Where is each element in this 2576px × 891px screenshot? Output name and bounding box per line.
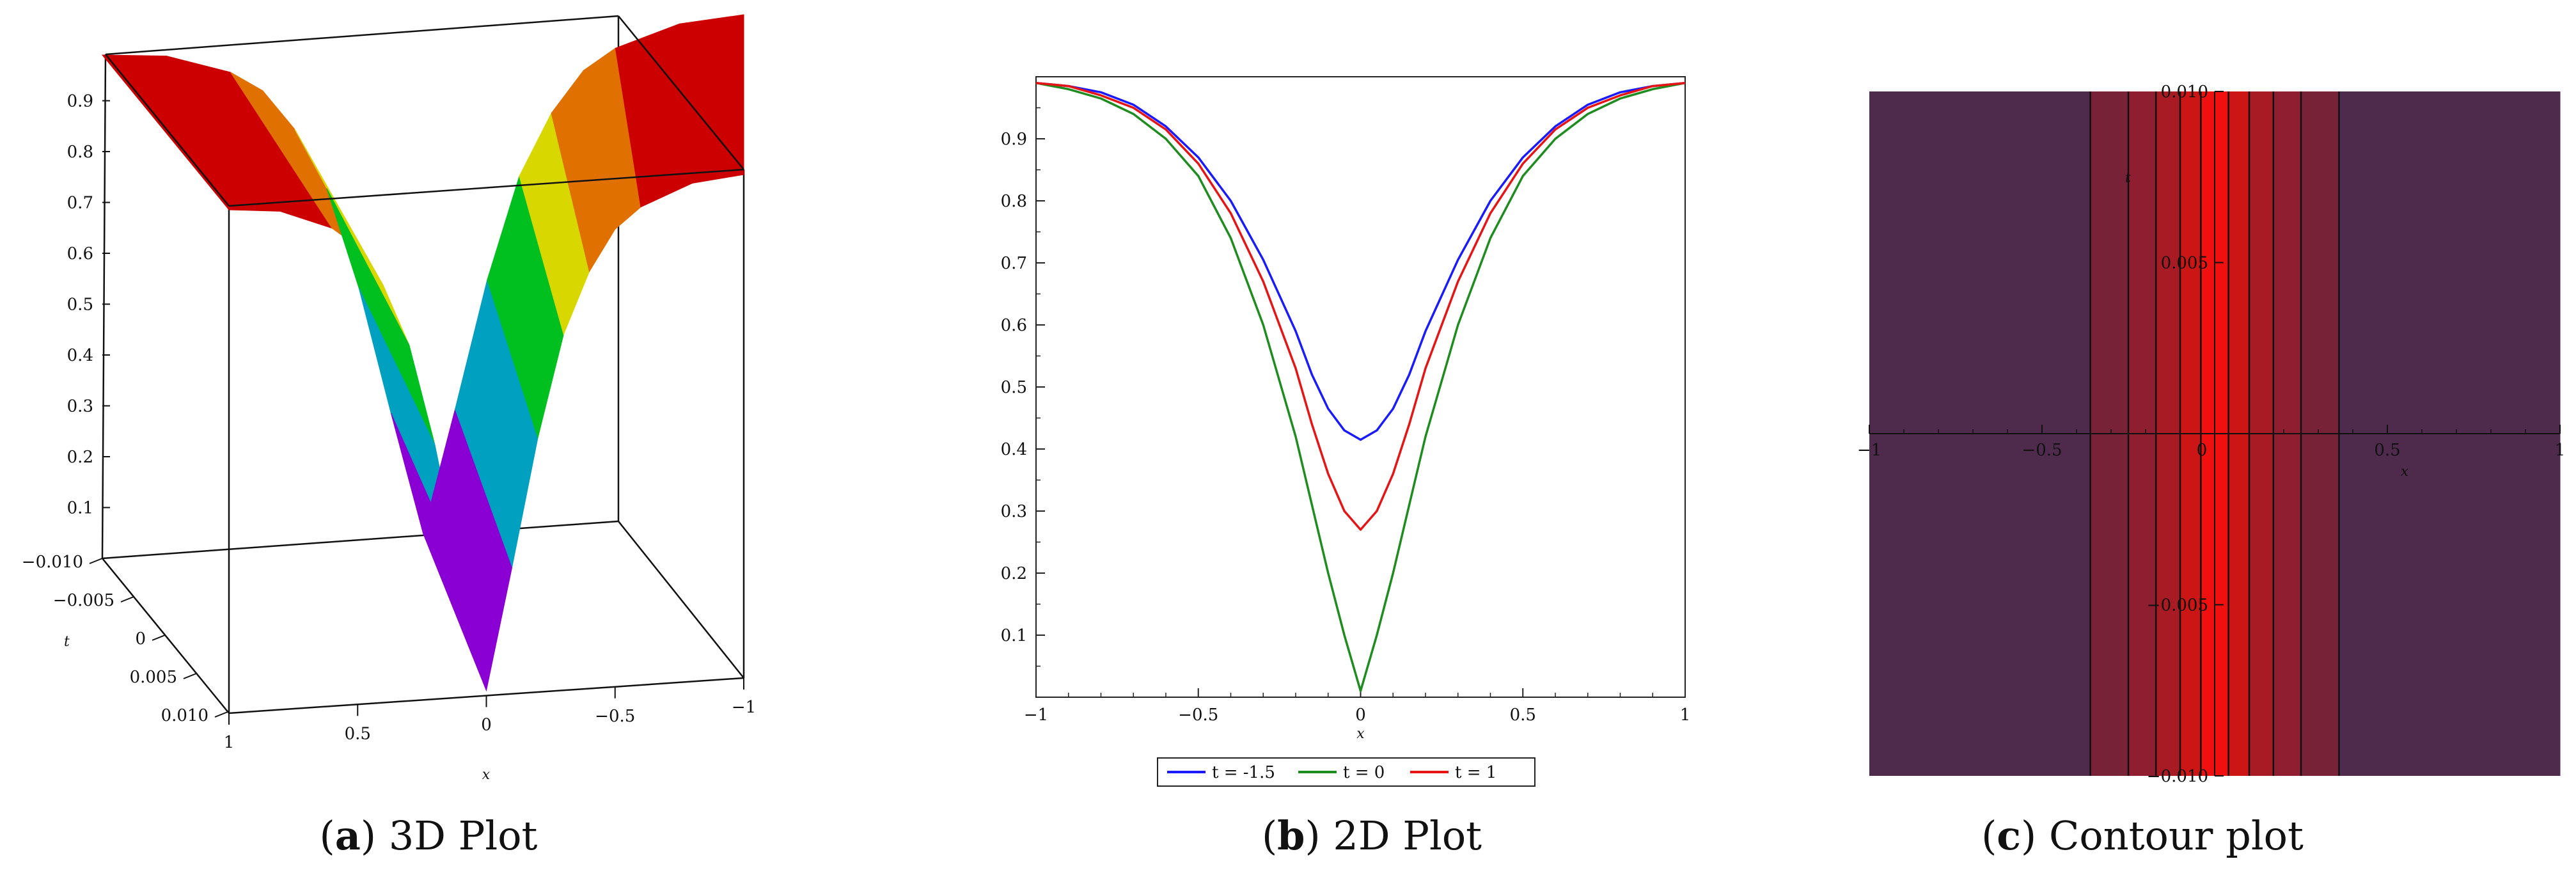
x-tick-label: −1 <box>1857 441 1881 460</box>
z-tick-label: 0.4 <box>67 346 93 365</box>
t-axis-label: t <box>64 634 70 650</box>
caption-text: 2D Plot <box>1333 812 1482 859</box>
z-tick-label: 0.6 <box>67 244 93 264</box>
legend-box <box>1157 757 1535 787</box>
box-edge <box>618 15 744 170</box>
surface-3d-chart: 0.1 0.2 0.3 0.4 0.5 0.6 0.7 0.8 0.9 −0.010 −0.005 0… <box>22 14 756 783</box>
x-tick-label: 0 <box>2197 441 2208 460</box>
y-tick-label: 0.6 <box>1001 316 1027 335</box>
legend-label: t = 0 <box>1343 763 1385 782</box>
x-axis-label: x <box>1356 726 1365 742</box>
x-tick-label: 0.5 <box>2374 441 2400 460</box>
surface-strip-11 <box>326 188 436 445</box>
x-tick-label: 1 <box>224 733 235 752</box>
series-line-1 <box>1035 81 1686 693</box>
caption-letter: a <box>334 812 361 859</box>
t-tick-mark <box>89 558 103 564</box>
series-line-0 <box>1035 81 1686 441</box>
t-tick-label: 0.005 <box>130 668 177 687</box>
box-edge <box>102 558 230 714</box>
t-tick-label: 0 <box>135 629 146 649</box>
y-tick-label: −0.010 <box>2147 767 2208 786</box>
x-axis-label: x <box>482 767 491 783</box>
y-tick-label: 0.8 <box>1001 192 1027 211</box>
x-tick-label: 0 <box>481 716 492 735</box>
t-tick-mark <box>183 673 197 679</box>
t-tick-mark <box>152 635 166 641</box>
y-tick-label: 0.7 <box>1001 254 1027 273</box>
t-tick-label: −0.005 <box>53 591 114 610</box>
series-line-2 <box>1035 81 1686 531</box>
x-tick-label: −0.5 <box>1178 706 1218 725</box>
box-edge <box>105 15 619 56</box>
t-tick-label: −0.010 <box>22 553 83 572</box>
y-tick-label: 0.1 <box>1001 626 1027 645</box>
x-tick-label: −1 <box>1024 706 1048 725</box>
x-tick-label: −1 <box>732 698 756 717</box>
y-tick-label: 0.2 <box>1001 564 1027 583</box>
z-tick-label: 0.2 <box>67 448 93 467</box>
y-tick-label: 0.010 <box>2161 83 2208 102</box>
panel-3d-plot: 0.1 0.2 0.3 0.4 0.5 0.6 0.7 0.8 0.9 −0.010 −0.005 0… <box>0 0 857 891</box>
legend-label: t = 1 <box>1455 763 1496 782</box>
z-tick-label: 0.8 <box>67 143 93 162</box>
t-tick-mark <box>214 711 228 718</box>
box-edge <box>102 520 619 560</box>
x-tick-label: −0.5 <box>2022 441 2062 460</box>
y-tick-label: 0.5 <box>1001 378 1027 397</box>
z-tick-label: 0.1 <box>67 499 93 518</box>
contour-chart: −1 −0.5 0 0.5 1 x 0.010 0.005 −0.005 −0.010 t <box>1857 83 2566 786</box>
x-tick-label: 0.5 <box>345 724 371 743</box>
caption-letter: b <box>1277 812 1305 859</box>
box-edge <box>105 54 230 207</box>
box-edge <box>618 521 744 679</box>
y-tick-label: 0.3 <box>1001 502 1027 521</box>
y-tick-label: 0.4 <box>1001 440 1027 459</box>
t-tick-mark <box>120 596 134 603</box>
x-tick-label: −0.5 <box>595 707 635 726</box>
box-edge <box>228 168 744 207</box>
z-tick-label: 0.9 <box>67 92 93 111</box>
x-tick-label: 0 <box>1355 706 1366 725</box>
caption-text: Contour plot <box>2048 812 2304 859</box>
z-tick-label: 0.3 <box>67 397 93 416</box>
line-2d-chart: 0.1 0.2 0.3 0.4 0.5 0.6 0.7 0.8 0.9 −1 −0.5 0 0.5 1 x t… <box>1001 76 1691 787</box>
panel-2d-plot: 0.1 0.2 0.3 0.4 0.5 0.6 0.7 0.8 0.9 −1 −0.5 0 0.5 1 x t… <box>943 0 1800 891</box>
y-tick-label: 0.9 <box>1001 130 1027 149</box>
x-tick-label: 1 <box>2555 441 2566 460</box>
y-tick-label: 0.005 <box>2161 254 2208 273</box>
x-tick-label: 0.5 <box>1510 706 1536 725</box>
legend-label: t = -1.5 <box>1212 763 1275 782</box>
z-tick-label: 0.5 <box>67 296 93 315</box>
box-edge <box>101 54 107 559</box>
caption-letter: c <box>1997 812 2022 859</box>
caption-3d: (a) 3D Plot <box>319 812 538 859</box>
y-tick-label: −0.005 <box>2147 596 2208 615</box>
y-axis-label: t <box>2125 170 2131 186</box>
plot-frame <box>1035 76 1686 698</box>
surface-strip-1 <box>679 14 744 184</box>
caption-text: 3D Plot <box>388 812 538 859</box>
caption-contour: (c) Contour plot <box>1981 812 2304 859</box>
panel-contour-plot: −1 −0.5 0 0.5 1 x 0.010 0.005 −0.005 −0.010 t (c) … <box>1714 0 2571 891</box>
t-tick-label: 0.010 <box>161 706 208 725</box>
caption-2d: (b) 2D Plot <box>1261 812 1482 859</box>
x-tick-label: 1 <box>1680 706 1691 725</box>
z-tick-label: 0.7 <box>67 194 93 213</box>
x-axis-label: x <box>2401 464 2409 480</box>
